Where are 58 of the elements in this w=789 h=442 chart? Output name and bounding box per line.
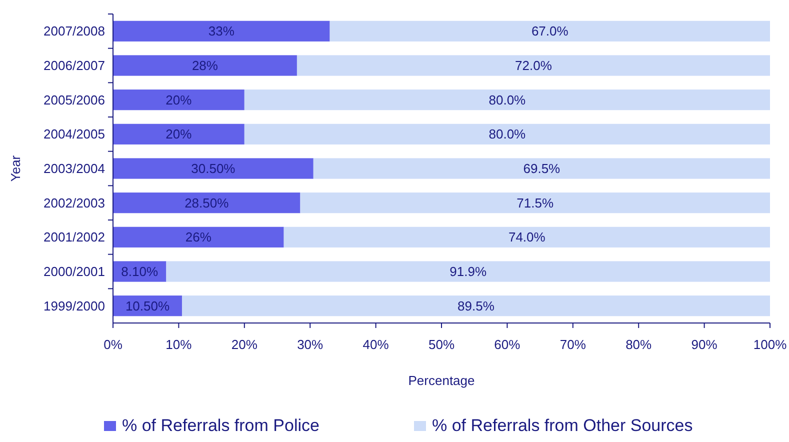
y-axis-title: Year bbox=[8, 154, 23, 182]
x-tick-label: 40% bbox=[362, 337, 390, 352]
y-tick-label: 2000/2001 bbox=[44, 264, 105, 280]
data-label: 20% bbox=[166, 92, 192, 108]
y-tick-label: 2003/2004 bbox=[44, 161, 105, 176]
y-tick-label: 2006/2007 bbox=[44, 58, 105, 74]
data-label: 80.0% bbox=[488, 92, 526, 108]
bar bbox=[330, 20, 770, 42]
legend-label: % of Referrals from Other Sources bbox=[432, 416, 693, 435]
y-tick-label: 2005/2006 bbox=[44, 92, 105, 108]
bar bbox=[113, 124, 244, 144]
data-label: 71.5% bbox=[516, 195, 554, 210]
data-label: 69.5% bbox=[523, 161, 561, 176]
x-tick-label: 10% bbox=[166, 337, 192, 352]
bar bbox=[244, 124, 770, 144]
x-axis-title: Percentage bbox=[408, 373, 475, 388]
x-tick-label: 60% bbox=[494, 337, 521, 352]
bar bbox=[296, 55, 770, 76]
y-tick-label: 2007/2008 bbox=[44, 24, 105, 39]
x-tick-label: 90% bbox=[691, 337, 718, 352]
bar bbox=[113, 90, 244, 110]
bar bbox=[113, 226, 284, 248]
data-label: 10.50% bbox=[125, 298, 170, 314]
x-tick-label: 50% bbox=[428, 337, 455, 352]
data-label: 80.0% bbox=[488, 126, 526, 142]
data-label: 89.5% bbox=[458, 298, 495, 314]
bar bbox=[113, 55, 297, 76]
data-label: 91.9% bbox=[450, 264, 487, 280]
data-label: 33% bbox=[208, 24, 235, 39]
x-tick-label: 0% bbox=[104, 337, 123, 352]
data-label: 30.50% bbox=[191, 161, 236, 176]
y-tick-label: 2001/2002 bbox=[44, 230, 105, 245]
legend-label: % of Referrals from Police bbox=[122, 416, 320, 435]
data-label: 28% bbox=[192, 58, 218, 74]
bar bbox=[113, 20, 330, 42]
data-label: 20% bbox=[166, 126, 192, 142]
x-tick-label: 20% bbox=[231, 337, 258, 352]
bar bbox=[166, 261, 770, 282]
x-tick-label: 70% bbox=[560, 337, 586, 352]
data-label: 72.0% bbox=[515, 58, 552, 74]
y-tick-label: 2004/2005 bbox=[44, 126, 105, 142]
data-label: 28.50% bbox=[184, 195, 230, 210]
data-label: 67.0% bbox=[531, 24, 569, 39]
y-tick-label: 1999/2000 bbox=[44, 298, 105, 314]
bar bbox=[300, 192, 770, 214]
bar bbox=[113, 192, 300, 214]
data-label: 26% bbox=[185, 230, 212, 245]
x-tick-label: 100% bbox=[753, 337, 788, 352]
bar bbox=[244, 90, 770, 110]
data-label: 8.10% bbox=[121, 264, 158, 280]
x-tick-label: 30% bbox=[297, 337, 324, 352]
y-tick-label: 2002/2003 bbox=[44, 195, 105, 210]
bar bbox=[113, 158, 314, 179]
x-tick-label: 80% bbox=[626, 337, 652, 352]
bar bbox=[284, 226, 770, 248]
bar bbox=[182, 296, 770, 316]
bar bbox=[313, 158, 770, 179]
data-label: 74.0% bbox=[508, 230, 546, 245]
